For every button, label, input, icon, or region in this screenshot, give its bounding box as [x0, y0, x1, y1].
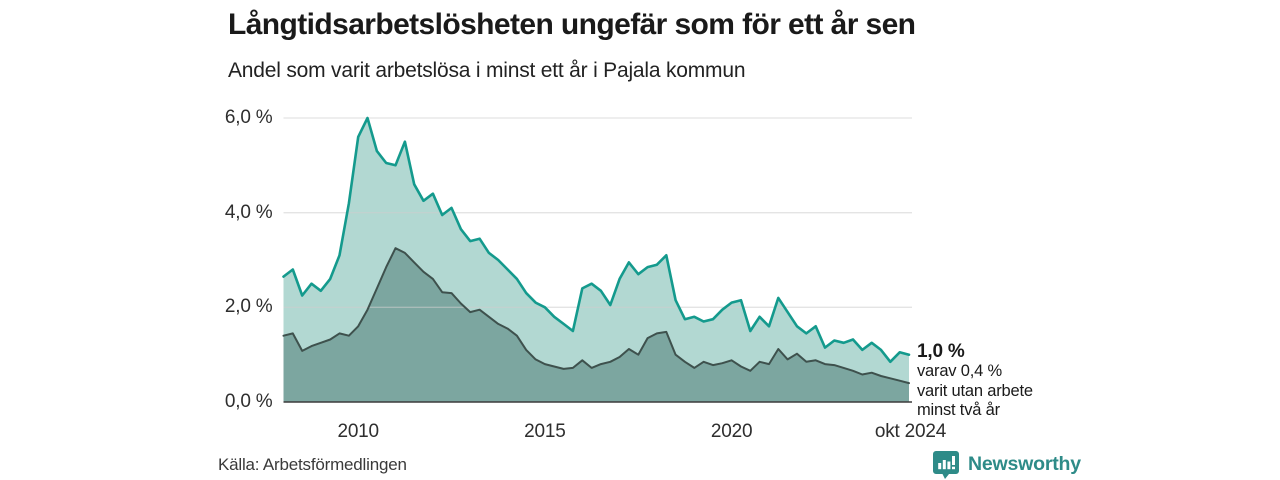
y-tick-label: 6,0 %: [224, 107, 273, 128]
annotation-line: minst två år: [917, 401, 1000, 419]
x-tick-label: 2015: [524, 421, 566, 442]
latest-value-label: 1,0 %: [917, 341, 965, 362]
chart-subtitle: Andel som varit arbetslösa i minst ett å…: [228, 59, 746, 82]
latest-value-annotation: 1,0 % varav 0,4 % varit utan arbete mins…: [917, 342, 1033, 421]
source-note: Källa: Arbetsförmedlingen: [218, 455, 407, 474]
newsworthy-wordmark: Newsworthy: [968, 453, 1081, 475]
x-tick-label: okt 2024: [874, 421, 947, 442]
x-tick-label: 2010: [337, 421, 379, 442]
chart-title: Långtidsarbetslösheten ungefär som för e…: [228, 8, 916, 41]
y-tick-label: 0,0 %: [224, 391, 273, 412]
annotation-line: varav 0,4 %: [917, 362, 1002, 380]
y-tick-label: 2,0 %: [224, 296, 273, 318]
annotation-line: varit utan arbete: [917, 381, 1033, 400]
x-tick-label: 2020: [710, 421, 753, 442]
newsworthy-icon: [933, 451, 959, 479]
newsworthy-logo[interactable]: Newsworthy: [933, 450, 1081, 479]
y-tick-label: 4,0 %: [224, 201, 273, 223]
